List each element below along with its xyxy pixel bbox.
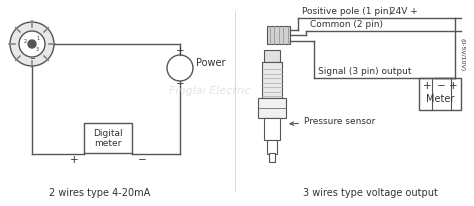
Text: −: − — [137, 155, 146, 165]
Text: +: + — [449, 81, 457, 91]
Text: 3: 3 — [36, 47, 38, 52]
Text: Positive pole (1 pin): Positive pole (1 pin) — [302, 7, 392, 16]
Text: Power: Power — [196, 58, 226, 68]
FancyBboxPatch shape — [267, 140, 277, 154]
Circle shape — [19, 31, 45, 57]
Text: +: + — [70, 155, 78, 165]
Text: −: − — [437, 81, 446, 91]
FancyBboxPatch shape — [267, 26, 290, 44]
Text: 1: 1 — [36, 35, 39, 41]
Text: Digital: Digital — [93, 129, 123, 137]
Text: 2: 2 — [23, 39, 27, 43]
FancyBboxPatch shape — [419, 78, 461, 110]
FancyBboxPatch shape — [264, 50, 280, 62]
Text: 2 wires type 4-20mA: 2 wires type 4-20mA — [49, 188, 151, 198]
Text: +: + — [176, 46, 184, 56]
Text: −: − — [176, 79, 184, 89]
Text: Finglai Electric: Finglai Electric — [169, 86, 251, 96]
FancyBboxPatch shape — [258, 98, 286, 118]
Text: Signal (3 pin) output: Signal (3 pin) output — [318, 67, 411, 76]
Circle shape — [10, 22, 54, 66]
FancyBboxPatch shape — [269, 153, 275, 162]
FancyBboxPatch shape — [84, 123, 132, 153]
Text: Meter: Meter — [426, 94, 454, 104]
Circle shape — [28, 40, 36, 48]
Text: (0-5V/10V): (0-5V/10V) — [460, 38, 465, 71]
Text: −: − — [29, 56, 35, 62]
Text: 24V +: 24V + — [390, 7, 418, 16]
Text: meter: meter — [94, 138, 122, 147]
Text: Common (2 pin): Common (2 pin) — [310, 20, 383, 29]
Circle shape — [167, 55, 193, 81]
FancyBboxPatch shape — [262, 62, 282, 98]
Text: +: + — [423, 81, 431, 91]
Text: 3 wires type voltage output: 3 wires type voltage output — [302, 188, 438, 198]
Text: Pressure sensor: Pressure sensor — [290, 117, 375, 126]
FancyBboxPatch shape — [264, 118, 280, 140]
